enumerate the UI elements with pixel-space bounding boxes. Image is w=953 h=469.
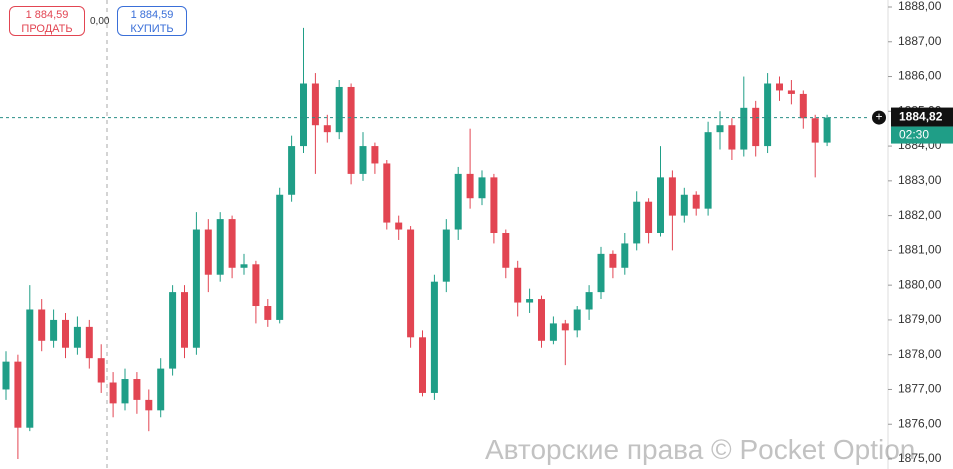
candle-body	[347, 86, 355, 174]
timer-badge	[891, 126, 953, 144]
y-tick-label: 1888,00	[898, 0, 942, 13]
timer: 02:30	[899, 128, 929, 142]
candle-body	[657, 177, 664, 233]
candle-body	[300, 83, 307, 147]
candle-body	[109, 382, 117, 404]
candle-body	[799, 93, 807, 119]
candle-body	[62, 319, 69, 348]
y-tick-label: 1882,00	[898, 208, 942, 222]
candle-body	[752, 107, 760, 147]
candle-body	[97, 358, 105, 383]
y-tick-label: 1881,00	[898, 243, 942, 257]
candle-body	[776, 83, 783, 91]
candle-body	[478, 177, 486, 199]
candle-body	[668, 177, 676, 216]
candle-body	[407, 229, 415, 338]
candle-body	[811, 118, 819, 143]
candle-body	[728, 125, 736, 150]
candle-body	[26, 309, 34, 428]
buy-price: 1 884,59	[130, 9, 174, 21]
candle-body	[561, 323, 569, 331]
candle-body	[323, 125, 331, 133]
candle-body	[145, 399, 153, 411]
candle-body	[311, 83, 319, 126]
candle-body	[288, 146, 296, 195]
candle-body	[85, 326, 93, 359]
candle-body	[716, 125, 724, 133]
candle-body	[50, 319, 58, 341]
sell-label: ПРОДАТЬ	[21, 23, 73, 35]
y-tick-label: 1880,00	[898, 277, 942, 291]
current-price-label: 1884,82	[899, 110, 943, 124]
buy-label: КУПИТЬ	[130, 23, 174, 35]
sell-button[interactable]: 1 884,59 ПРОДАТЬ	[9, 6, 85, 36]
sell-price: 1 884,59	[25, 9, 69, 21]
price-badge	[891, 107, 953, 127]
candle-body	[181, 292, 188, 348]
candle-body	[490, 177, 498, 233]
y-tick-label: 1883,00	[898, 173, 942, 187]
add-alert-plus: +	[875, 110, 882, 124]
candle-body	[228, 219, 236, 268]
candle-body	[359, 146, 367, 174]
candle-body	[609, 253, 617, 268]
candle-body	[192, 229, 200, 348]
candle-body	[502, 233, 510, 268]
candle-body	[335, 86, 343, 133]
candle-body	[73, 326, 81, 348]
candle-body	[395, 222, 403, 230]
candle-body	[169, 292, 177, 369]
candle-body	[645, 201, 653, 233]
candle-body	[2, 361, 10, 390]
spread: 0,00	[90, 16, 110, 27]
candle-body	[787, 90, 795, 94]
candle-body	[383, 163, 391, 223]
candle-body	[240, 264, 248, 268]
candle-body	[597, 253, 605, 293]
candle-body	[276, 194, 284, 320]
candle-body	[704, 132, 712, 209]
candle-body	[264, 306, 272, 320]
y-tick-label: 1877,00	[898, 382, 942, 396]
y-tick-label: 1887,00	[898, 34, 942, 48]
candle-body	[121, 379, 129, 404]
candle-body	[823, 117, 831, 143]
y-tick-label: 1878,00	[898, 347, 942, 361]
candle-body	[204, 229, 212, 275]
candle-body	[549, 323, 557, 341]
y-tick-label: 1886,00	[898, 69, 942, 83]
candle-body	[633, 201, 641, 244]
candle-body	[538, 299, 545, 341]
candle-body	[740, 107, 748, 150]
candle-body	[38, 309, 46, 341]
candle-body	[514, 267, 522, 303]
candle-body	[454, 173, 462, 230]
y-tick-label: 1876,00	[898, 416, 942, 430]
candle-body	[419, 337, 426, 393]
candle-body	[692, 194, 700, 209]
candle-body	[466, 173, 474, 199]
candle-body	[680, 194, 688, 216]
candle-body	[621, 243, 629, 268]
candle-body	[371, 146, 379, 164]
candle-body	[585, 292, 593, 310]
candle-body	[430, 281, 438, 393]
candle-body	[526, 299, 534, 303]
candle-body	[216, 219, 224, 275]
y-tick-label: 1879,00	[898, 312, 942, 326]
candle-body	[252, 264, 260, 307]
candle-body	[133, 379, 141, 400]
candle-body	[573, 309, 581, 331]
candle-body	[157, 368, 165, 411]
add-alert-icon	[872, 110, 886, 125]
candle-body	[14, 361, 22, 428]
watermark: Авторские права © Pocket Option	[485, 434, 916, 465]
candle-body	[442, 229, 450, 282]
buy-button[interactable]: 1 884,59 КУПИТЬ	[117, 6, 187, 36]
candle-body	[764, 83, 772, 147]
y-tick-label: 1875,00	[898, 451, 942, 465]
